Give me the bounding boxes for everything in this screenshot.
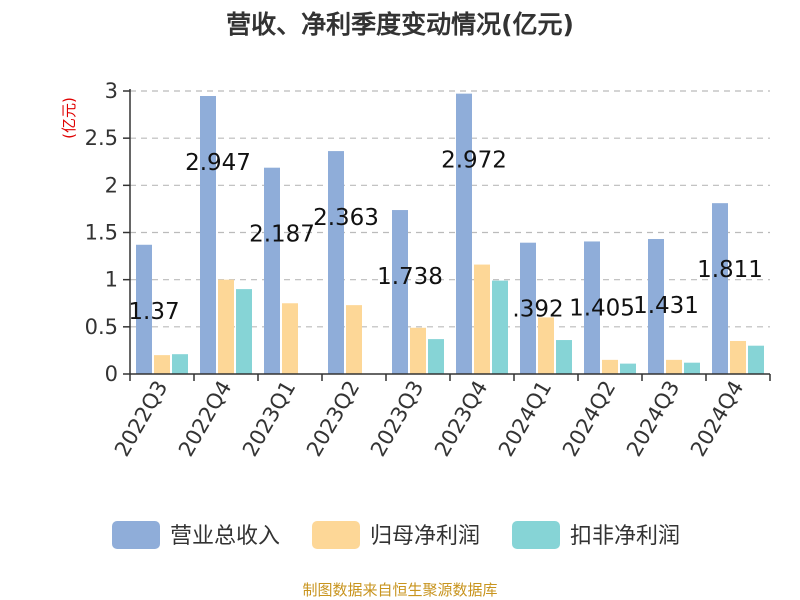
bar xyxy=(584,241,600,374)
data-label: 1.37 xyxy=(128,299,179,325)
bar xyxy=(520,242,536,374)
bar xyxy=(154,355,170,374)
y-tick-label: 1 xyxy=(105,268,118,292)
bar xyxy=(648,239,664,374)
bar xyxy=(456,93,472,375)
bar xyxy=(172,354,188,374)
bar xyxy=(730,340,746,374)
bars xyxy=(136,93,764,375)
data-label: 1.738 xyxy=(377,264,443,290)
x-tick-label: 2023Q4 xyxy=(430,377,492,461)
bar xyxy=(556,340,572,374)
legend-swatch xyxy=(312,521,360,549)
data-label: 2.363 xyxy=(313,205,379,231)
x-tick-label: 2022Q4 xyxy=(174,377,236,461)
legend-swatch xyxy=(112,521,160,549)
bar xyxy=(136,244,152,374)
bar xyxy=(282,303,298,374)
bar xyxy=(346,305,362,374)
y-tick-label: 3 xyxy=(105,79,118,103)
x-tick-label: 2023Q2 xyxy=(302,377,364,461)
x-tick-label: 2024Q3 xyxy=(622,377,684,461)
bar xyxy=(538,317,554,374)
bar xyxy=(236,289,252,374)
legend-label: 扣非净利润 xyxy=(570,524,680,549)
x-tick-label: 2024Q4 xyxy=(686,377,748,461)
legend-label: 营业总收入 xyxy=(170,524,280,549)
bar xyxy=(428,339,444,374)
x-tick-label: 2024Q1 xyxy=(494,377,556,461)
x-tick-label: 2022Q3 xyxy=(110,377,172,461)
bar xyxy=(748,345,764,374)
bar xyxy=(200,95,216,374)
bar xyxy=(410,327,426,374)
bar xyxy=(474,264,490,374)
y-tick-label: 1.5 xyxy=(85,221,118,245)
x-tick-label: 2024Q2 xyxy=(558,377,620,461)
y-unit-label: (亿元) xyxy=(60,97,78,139)
bar xyxy=(264,167,280,374)
x-tick-label: 2023Q1 xyxy=(238,377,300,461)
legend-label: 归母净利润 xyxy=(370,524,480,549)
chart-title: 营收、净利季度变动情况(亿元) xyxy=(226,10,574,39)
bar xyxy=(666,359,682,374)
y-tick-label: 0 xyxy=(105,362,118,386)
bar xyxy=(328,151,344,374)
bar xyxy=(218,279,234,374)
bar xyxy=(602,359,618,374)
bar xyxy=(684,362,700,374)
data-label: 2.947 xyxy=(185,150,251,176)
data-label: 1.431 xyxy=(633,293,699,319)
data-label: 2.972 xyxy=(441,148,507,174)
bar xyxy=(492,280,508,374)
bar xyxy=(620,363,636,374)
bar xyxy=(392,210,408,374)
y-tick-label: 2.5 xyxy=(85,126,118,150)
data-label: 1.405 xyxy=(569,295,635,321)
x-tick-label: 2023Q3 xyxy=(366,377,428,461)
y-tick-label: 0.5 xyxy=(85,315,118,339)
y-tick-label: 2 xyxy=(105,173,118,197)
legend-swatch xyxy=(512,521,560,549)
source-note: 制图数据来自恒生聚源数据库 xyxy=(302,581,497,599)
data-label: .392 xyxy=(512,297,563,323)
data-label: 2.187 xyxy=(249,222,315,248)
legend: 营业总收入 归母净利润 扣非净利润 xyxy=(112,521,680,549)
data-label: 1.811 xyxy=(697,257,763,283)
bar xyxy=(712,203,728,374)
